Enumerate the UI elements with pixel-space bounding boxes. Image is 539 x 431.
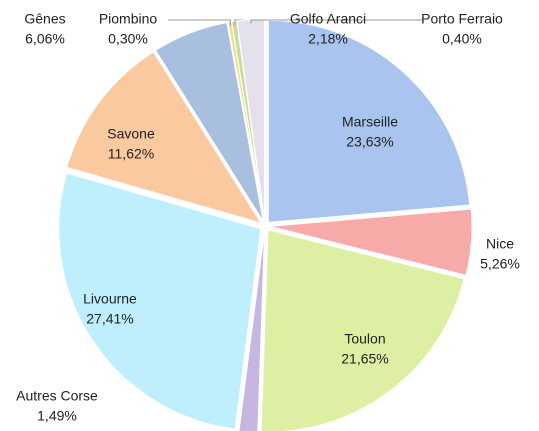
leader-line (250, 19, 288, 24)
pie-slice (236, 18, 266, 222)
slice-label: Gênes (24, 11, 65, 27)
slice-label: Autres Corse (16, 388, 98, 404)
leader-line (234, 19, 422, 26)
slice-value-label: 2,18% (308, 31, 348, 47)
slice-value-label: 1,49% (37, 408, 77, 424)
slice-label: Toulon (344, 331, 385, 347)
slice-value-label: 27,41% (86, 311, 133, 327)
pie-slice (238, 230, 266, 431)
pie-slice (58, 172, 262, 430)
slice-label: Livourne (83, 291, 137, 307)
pie-slice (267, 19, 471, 223)
slice-value-label: 23,63% (346, 134, 393, 150)
slice-label: Savone (107, 126, 155, 142)
pie-slice (269, 208, 473, 276)
slice-value-label: 6,06% (25, 31, 65, 47)
pie-slice (66, 51, 263, 224)
leader-line (168, 19, 231, 26)
slice-value-label: 21,65% (341, 351, 388, 367)
slice-label: Nice (486, 236, 514, 252)
slice-value-label: 5,26% (480, 256, 520, 272)
pie-slice (154, 22, 264, 222)
slice-label: Piombino (99, 11, 158, 27)
slice-value-label: 0,30% (108, 31, 148, 47)
slice-value-label: 0,40% (442, 31, 482, 47)
slice-label: Golfo Aranci (290, 11, 366, 27)
slice-label: Marseille (342, 114, 398, 130)
slice-value-label: 11,62% (108, 146, 154, 162)
slice-label: Porto Ferraio (421, 11, 503, 27)
